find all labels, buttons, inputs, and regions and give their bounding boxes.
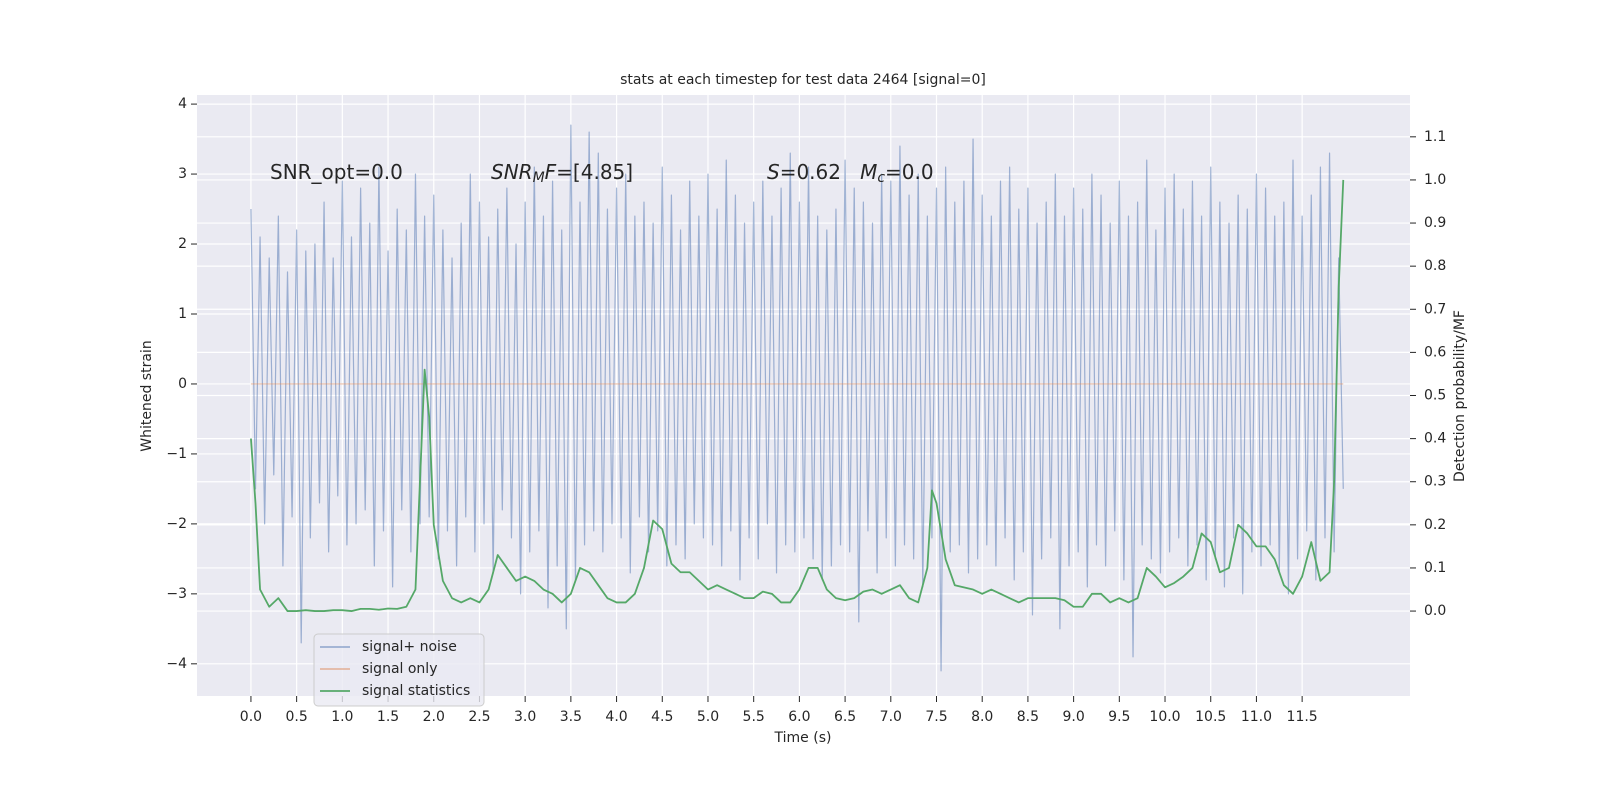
x-tick-label: 5.0: [697, 709, 719, 725]
legend: signal+ noise signal only signal statistic…: [313, 633, 485, 707]
y-tick-label: −3: [166, 586, 187, 602]
y2-tick-label: 1.1: [1424, 129, 1446, 145]
x-tick-label: 0.5: [286, 709, 308, 725]
marks: [250, 124, 1345, 672]
legend-box: [313, 633, 485, 707]
annotation: S=0.62 Mc=0.0: [767, 160, 934, 187]
y2-tick-label: 0.3: [1424, 474, 1446, 490]
annotation-part: =0.0: [885, 160, 934, 184]
y2-tick-label: 0.6: [1424, 344, 1446, 360]
x-tick-label: 2.5: [468, 709, 490, 725]
series-line: [250, 179, 1345, 612]
y-tick-label: −2: [166, 516, 187, 532]
y-axis-label: Whitened strain: [139, 340, 155, 451]
x-tick-label: 3.5: [560, 709, 582, 725]
x-axis-label: Time (s): [774, 730, 832, 746]
x-tick-label: 3.0: [514, 709, 536, 725]
annotation-part: F: [545, 160, 557, 184]
annotation-part: SNR: [491, 160, 533, 184]
x-tick-label: 7.5: [925, 709, 947, 725]
x-tick-label: 8.0: [971, 709, 993, 725]
annotation-part: M: [533, 170, 545, 186]
y2-axis-label: Detection probability/MF: [1452, 310, 1468, 482]
series-line: [250, 124, 1344, 672]
annotation-part: c: [877, 170, 885, 186]
y2-tick-label: 0.1: [1424, 560, 1446, 576]
x-tick-label: 10.5: [1195, 709, 1226, 725]
y-tick-label: 2: [178, 236, 187, 252]
y2-tick-label: 0.0: [1424, 603, 1446, 619]
annotation-part: SNR_opt=0.0: [270, 160, 403, 184]
y2-tick-label: 0.7: [1424, 301, 1446, 317]
annotation: SNRMF=[4.85]: [491, 160, 633, 187]
annotation: SNR_opt=0.0: [270, 160, 403, 184]
x-tick-label: 9.5: [1108, 709, 1130, 725]
x-tick-label: 1.5: [377, 709, 399, 725]
x-tick-label: 0.0: [240, 709, 262, 725]
labels: 0.0 0.5 1.0 1.5 2.0 2.5 3.0 3.5 4.0 4.5 5.0 5.5 6.0 6…: [166, 96, 1446, 725]
y2-tick-label: 0.4: [1424, 431, 1446, 447]
x-tick-label: 8.5: [1017, 709, 1039, 725]
x-tick-label: 7.0: [880, 709, 902, 725]
x-tick-label: 5.5: [743, 709, 765, 725]
legend-label: signal+ noise: [362, 639, 457, 655]
annotation-part: =[4.85]: [556, 160, 633, 184]
y-tick-label: 0: [178, 376, 187, 392]
annotation-part: M: [860, 160, 877, 184]
y-tick-label: 3: [178, 166, 187, 182]
y2-tick-label: 0.5: [1424, 388, 1446, 404]
x-tick-label: 2.0: [423, 709, 445, 725]
legend-label: signal only: [362, 661, 437, 677]
chart-title: stats at each timestep for test data 246…: [620, 72, 986, 88]
x-tick-label: 4.5: [651, 709, 673, 725]
y2-tick-label: 0.2: [1424, 517, 1446, 533]
x-tick-label: 4.0: [605, 709, 627, 725]
legend-label: signal statistics: [362, 683, 470, 699]
x-tick-label: 9.0: [1062, 709, 1084, 725]
annotation-part: S: [767, 160, 780, 184]
x-tick-label: 11.5: [1287, 709, 1318, 725]
x-tick-label: 6.0: [788, 709, 810, 725]
y-tick-label: −4: [166, 656, 187, 672]
y-tick-label: 1: [178, 306, 187, 322]
x-tick-label: 6.5: [834, 709, 856, 725]
x-tick-label: 10.0: [1149, 709, 1180, 725]
y2-tick-label: 0.9: [1424, 215, 1446, 231]
y2-tick-label: 0.8: [1424, 258, 1446, 274]
x-tick-label: 1.0: [331, 709, 353, 725]
y-tick-label: −1: [166, 446, 187, 462]
y-tick-label: 4: [178, 96, 187, 112]
x-tick-label: 11.0: [1241, 709, 1272, 725]
annotation-part: =0.62: [780, 160, 860, 184]
y2-tick-label: 1.0: [1424, 172, 1446, 188]
